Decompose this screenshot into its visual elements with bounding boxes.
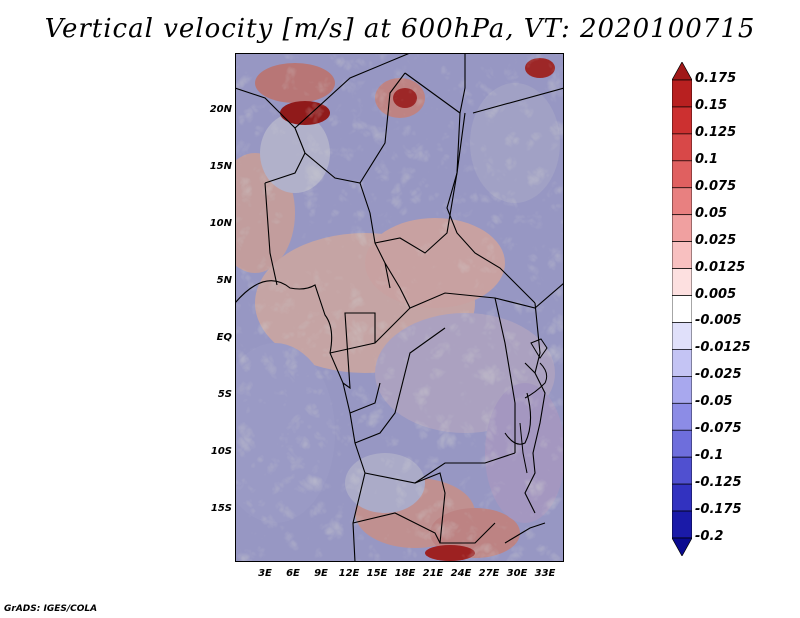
colorbar-segment <box>672 133 692 162</box>
colorbar-segment <box>672 483 692 512</box>
colorbar-label: 0.005 <box>695 286 737 302</box>
lon-label: 12E <box>338 568 360 579</box>
lon-label: 6E <box>286 568 300 579</box>
colorbar-segment <box>672 456 692 485</box>
lon-label: 3E <box>258 568 272 579</box>
colorbar-segment <box>672 322 692 350</box>
lon-label: 27E <box>478 568 500 579</box>
colorbar-label: 0.05 <box>695 205 728 221</box>
colorbar-label: 0.175 <box>695 71 737 86</box>
colorbar-segment <box>672 537 692 556</box>
colorbar-label: 0.15 <box>695 97 728 113</box>
lat-label: 10N <box>209 218 232 229</box>
lon-label: 18E <box>394 568 416 579</box>
lon-label: 30E <box>506 568 528 579</box>
velocity-map <box>235 53 564 562</box>
lon-label: 33E <box>534 568 556 579</box>
credit-text: GrADS: IGES/COLA <box>4 604 98 614</box>
colorbar-label: -0.0125 <box>695 340 751 356</box>
colorbar-segment <box>672 106 692 135</box>
colorbar-label: -0.005 <box>695 313 742 329</box>
lat-label: 15N <box>209 161 232 172</box>
chart-title: Vertical velocity [m/s] at 600hPa, VT: 2… <box>44 14 756 44</box>
colorbar <box>672 62 692 556</box>
lat-label: 15S <box>210 503 232 514</box>
lakes <box>519 338 548 474</box>
texture-dark <box>235 53 564 562</box>
colorbar-segment <box>672 295 692 323</box>
colorbar-segment <box>672 349 692 377</box>
colorbar-segment <box>672 79 692 108</box>
colorbar-label: -0.05 <box>695 394 733 410</box>
lon-label: 21E <box>422 568 444 579</box>
lat-label: 5S <box>217 389 232 400</box>
colorbar-segment <box>672 510 692 539</box>
colorbar-segment <box>672 376 692 404</box>
lat-label: 5N <box>216 275 232 286</box>
country-borders <box>235 53 564 562</box>
lat-label: 20N <box>209 104 232 115</box>
colorbar-segment <box>672 187 692 216</box>
colorbar-label: -0.2 <box>695 529 724 544</box>
colorbar-label: 0.0125 <box>695 259 746 275</box>
lon-label: 24E <box>450 568 472 579</box>
colorbar-label: -0.1 <box>695 448 724 464</box>
colorbar-label: 0.025 <box>695 232 737 248</box>
colorbar-segment <box>672 429 692 458</box>
colorbar-segment <box>672 214 692 242</box>
colorbar-segment <box>672 402 692 431</box>
map-frame <box>235 53 564 562</box>
colorbar-label: -0.125 <box>695 475 742 491</box>
colorbar-label: -0.075 <box>695 421 742 437</box>
lon-label: 9E <box>314 568 328 579</box>
lat-label: EQ <box>216 332 232 343</box>
colorbar-label: -0.175 <box>695 502 742 518</box>
colorbar-segment <box>672 62 692 81</box>
lon-label: 15E <box>366 568 388 579</box>
lat-label: 10S <box>210 446 232 457</box>
colorbar-label: -0.025 <box>695 367 742 383</box>
colorbar-segment <box>672 160 692 189</box>
colorbar-label: 0.1 <box>695 151 719 167</box>
colorbar-label: 0.125 <box>695 124 737 140</box>
colorbar-segment <box>672 268 692 296</box>
colorbar-segment <box>672 241 692 269</box>
colorbar-label: 0.075 <box>695 178 737 194</box>
